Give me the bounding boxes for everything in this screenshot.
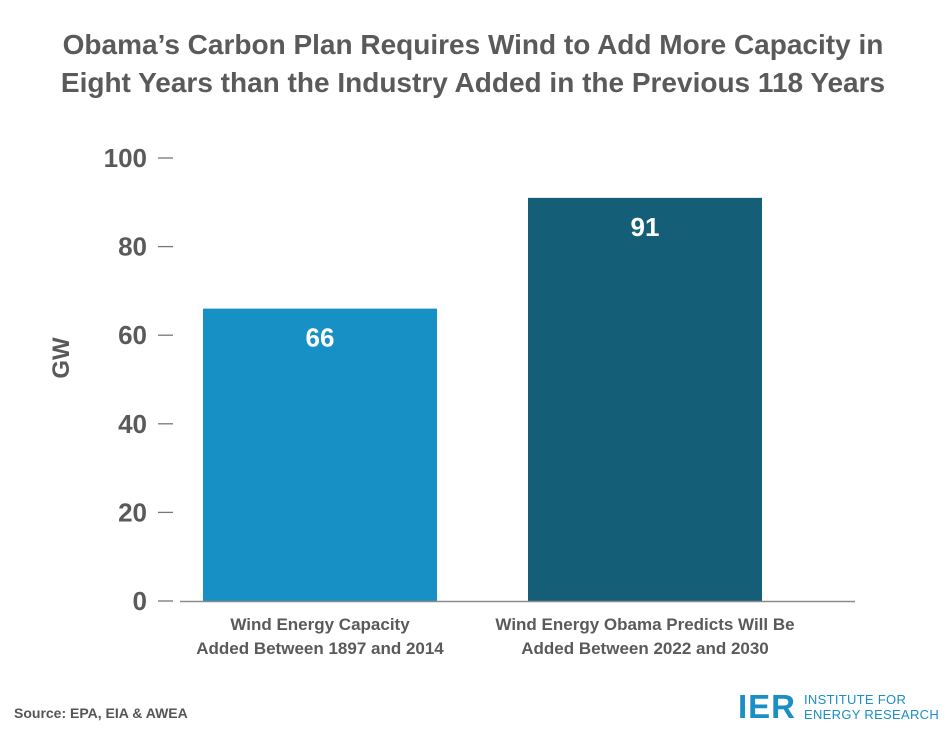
bar-data-label: 66: [306, 323, 335, 353]
x-axis-tick-labels: Wind Energy Capacity Added Between 1897 a…: [196, 615, 794, 658]
source-note: Source: EPA, EIA & AWEA: [14, 705, 188, 721]
bar: [528, 197, 762, 601]
y-tick-label: 60: [118, 320, 147, 350]
x-tick-label-line: Wind Energy Capacity: [230, 615, 410, 634]
logo-text-line-2: ENERGY RESEARCH: [804, 707, 940, 722]
bar-chart: 0 20 40 60 80 100 GW 66 91 Wind Energy Capacit…: [48, 143, 855, 658]
x-tick-label-line: Added Between 2022 and 2030: [521, 639, 769, 658]
bar: [203, 308, 437, 601]
y-tick-label: 40: [118, 409, 147, 439]
bar-data-label: 91: [631, 212, 660, 242]
y-tick-label: 20: [118, 497, 147, 527]
chart-title-line-2: Eight Years than the Industry Added in t…: [60, 67, 886, 98]
y-axis-label: GW: [48, 337, 75, 379]
y-axis: 0 20 40 60 80 100: [104, 143, 173, 616]
chart-title: Obama’s Carbon Plan Requires Wind to Add…: [0, 26, 946, 102]
x-tick-label-line: Added Between 1897 and 2014: [196, 639, 444, 658]
y-tick-label: 100: [104, 143, 147, 173]
bars: 66 91: [203, 197, 762, 601]
x-tick-label: Wind Energy Obama Predicts Will Be Added …: [495, 615, 794, 658]
x-tick-label: Wind Energy Capacity Added Between 1897 a…: [196, 615, 444, 658]
y-tick-label: 0: [133, 586, 147, 616]
chart-title-line-1: Obama’s Carbon Plan Requires Wind to Add…: [62, 29, 884, 60]
y-tick-label: 80: [118, 232, 147, 262]
x-tick-label-line: Wind Energy Obama Predicts Will Be: [495, 615, 794, 634]
logo-text: INSTITUTE FOR ENERGY RESEARCH: [804, 692, 939, 722]
logo-mark: IER: [738, 688, 797, 725]
logo-text-line-1: INSTITUTE FOR: [804, 692, 907, 707]
ier-logo: IER INSTITUTE FOR ENERGY RESEARCH: [738, 690, 939, 724]
